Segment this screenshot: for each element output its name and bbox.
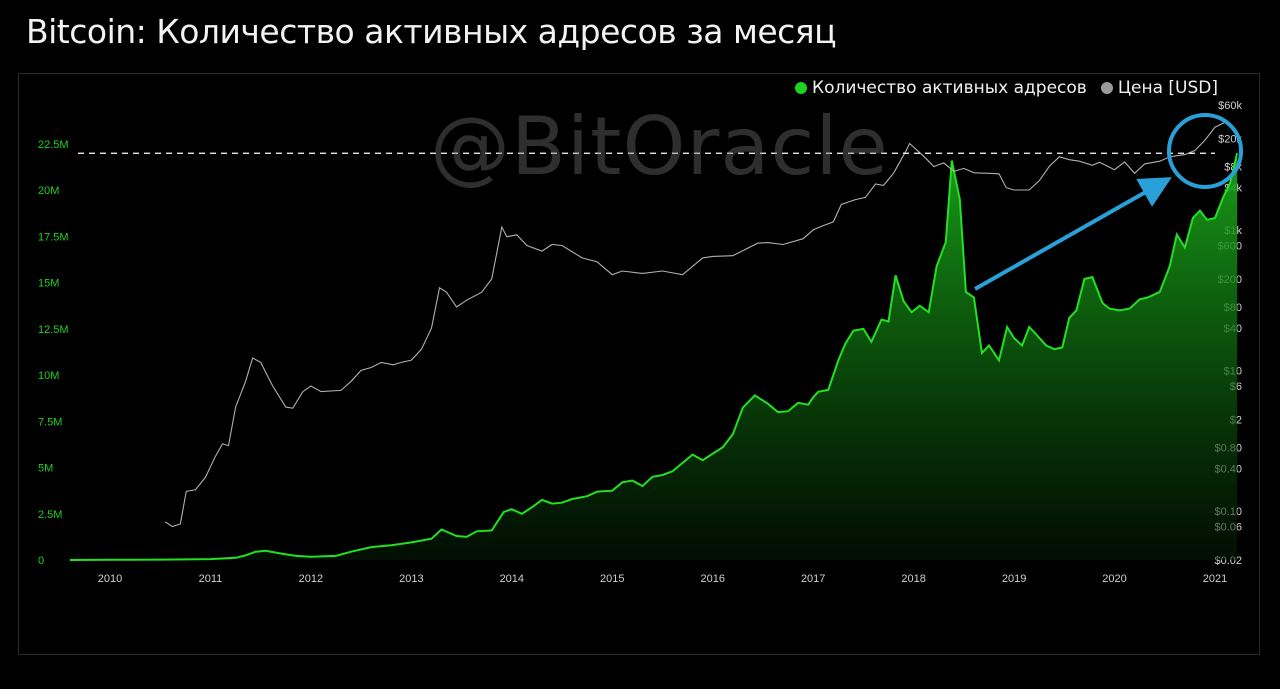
y-left-tick-label: 17.5M bbox=[38, 231, 69, 243]
legend-label-price: Цена [USD] bbox=[1117, 78, 1218, 98]
x-tick-label: 2018 bbox=[901, 573, 925, 585]
y-left-tick-label: 22.5M bbox=[38, 139, 69, 151]
y-left-tick-label: 12.5M bbox=[38, 324, 69, 336]
legend-item-addresses[interactable]: Количество активных адресов bbox=[795, 78, 1087, 98]
legend-dot-price bbox=[1100, 82, 1113, 94]
legend-label-addresses: Количество активных адресов bbox=[812, 78, 1087, 98]
y-left-tick-label: 20M bbox=[38, 185, 59, 197]
price-line bbox=[164, 120, 1228, 528]
y-left-tick-label: 10M bbox=[38, 370, 59, 382]
x-tick-label: 2010 bbox=[98, 573, 122, 585]
x-tick-label: 2012 bbox=[299, 573, 323, 585]
chart-frame bbox=[18, 73, 1260, 655]
x-tick-label: 2011 bbox=[199, 573, 223, 585]
x-tick-label: 2014 bbox=[500, 573, 524, 585]
x-tick-label: 2015 bbox=[600, 573, 624, 585]
x-tick-label: 2019 bbox=[1002, 573, 1026, 585]
x-tick-label: 2013 bbox=[399, 573, 423, 585]
y-left-tick-label: 0 bbox=[38, 555, 44, 567]
y-right-tick-label: $60k bbox=[1218, 100, 1242, 112]
annotation-circle bbox=[1167, 113, 1243, 189]
annotation-arrow bbox=[974, 177, 1172, 291]
watermark: @BitOracle bbox=[430, 100, 889, 193]
y-left-tick-label: 2.5M bbox=[38, 509, 62, 521]
y-left-tick-label: 7.5M bbox=[38, 416, 62, 428]
x-tick-label: 2017 bbox=[801, 573, 825, 585]
x-tick-label: 2020 bbox=[1102, 573, 1126, 585]
legend-dot-addresses bbox=[795, 82, 807, 94]
y-left-tick-label: 15M bbox=[38, 278, 59, 290]
addresses-line bbox=[69, 152, 1239, 561]
x-tick-label: 2016 bbox=[700, 573, 724, 585]
addresses-area bbox=[69, 153, 1238, 560]
y-left-tick-label: 5M bbox=[38, 463, 53, 475]
page-title: Bitcoin: Количество активных адресов за … bbox=[26, 12, 837, 51]
x-tick-label: 2021 bbox=[1203, 573, 1227, 585]
legend: Количество активных адресов Цена [USD] bbox=[795, 78, 1218, 98]
legend-item-price[interactable]: Цена [USD] bbox=[1100, 78, 1218, 98]
